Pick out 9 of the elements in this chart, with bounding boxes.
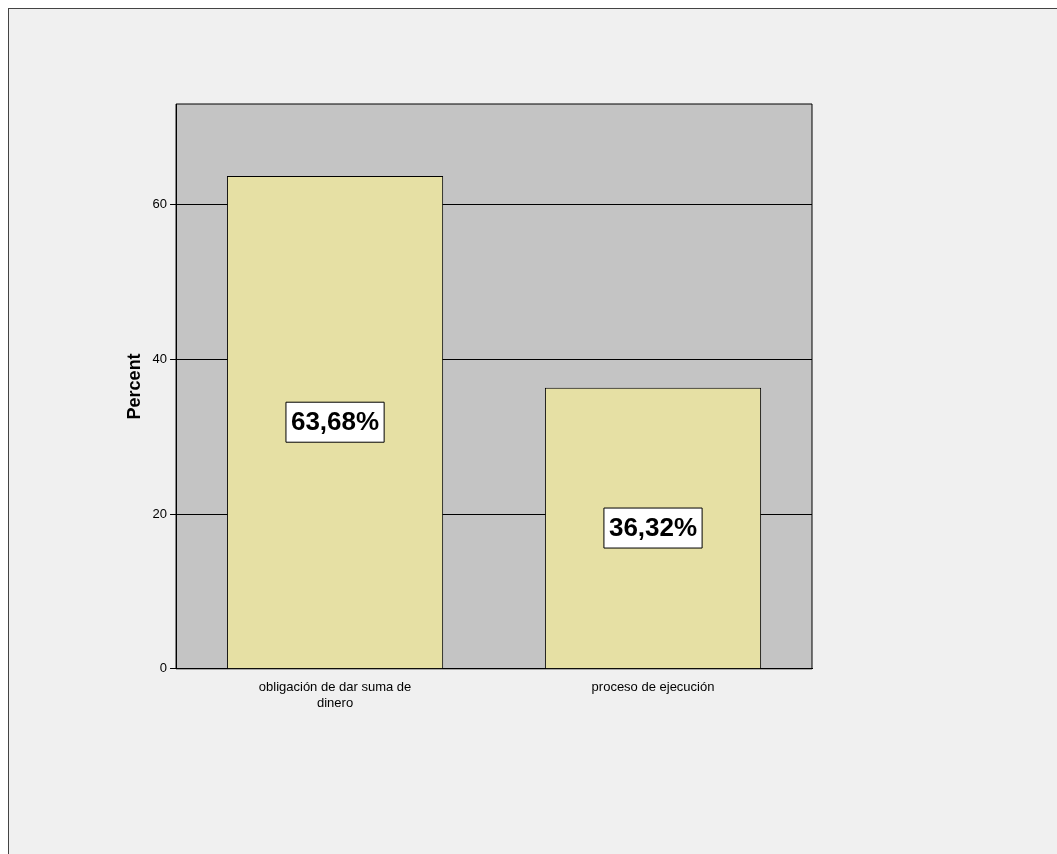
y-tick-label: 0 — [159, 660, 168, 676]
data-label: 36,32% — [608, 512, 698, 543]
y-axis-title: Percent — [123, 353, 144, 420]
y-tick-label: 60 — [152, 196, 168, 212]
y-tick-label: 40 — [152, 350, 168, 366]
data-label: 63,68% — [290, 406, 380, 437]
y-tick-label: 20 — [152, 505, 168, 521]
x-tick-label: obligación de dar suma de dinero — [258, 679, 412, 710]
x-tick-label: proceso de ejecución — [591, 679, 715, 695]
